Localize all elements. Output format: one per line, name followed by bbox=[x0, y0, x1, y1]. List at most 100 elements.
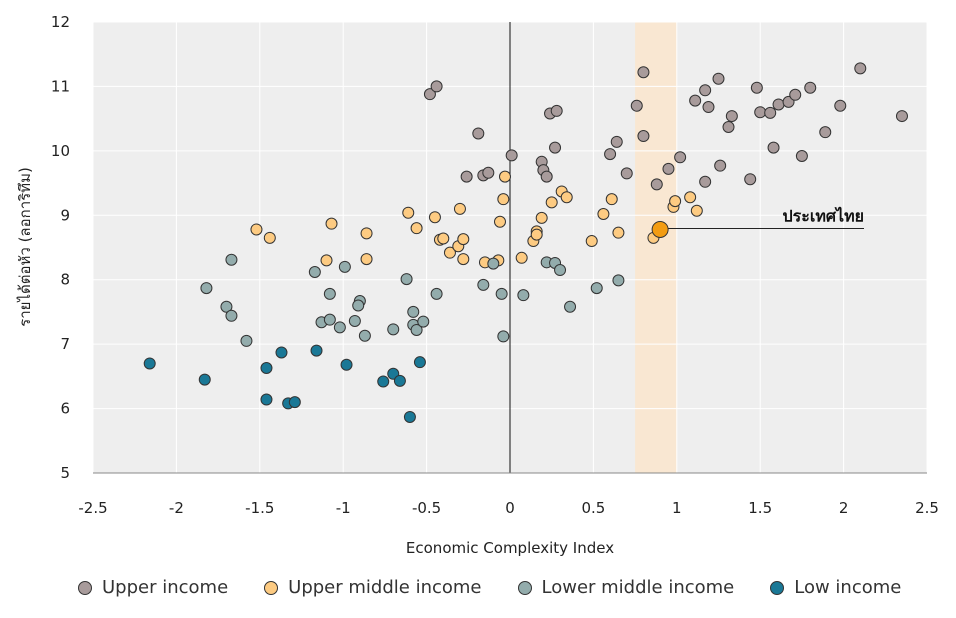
point-upper-income bbox=[764, 106, 777, 119]
point-upper-income bbox=[472, 127, 485, 140]
x-tick-labels: -2.5 -2 -1.5 -1 -0.5 0 0.5 1 1.5 2 2.5 bbox=[78, 499, 939, 517]
point-lower-middle-income bbox=[487, 257, 500, 270]
y-tick-label: 6 bbox=[60, 400, 70, 418]
legend-item-upper-income: Upper income bbox=[78, 577, 228, 598]
highlight-band bbox=[635, 22, 677, 473]
point-lower-middle-income bbox=[612, 274, 625, 287]
point-upper-income bbox=[699, 175, 712, 188]
point-lower-middle-income bbox=[240, 334, 253, 347]
point-low-income bbox=[275, 346, 288, 359]
point-lower-middle-income bbox=[348, 314, 361, 327]
point-upper-income bbox=[637, 66, 650, 79]
point-upper-income bbox=[662, 162, 675, 175]
point-upper-income bbox=[430, 80, 443, 93]
point-upper-middle-income bbox=[360, 253, 373, 266]
y-tick-label: 12 bbox=[51, 13, 70, 31]
data-points bbox=[143, 62, 908, 423]
point-upper-income bbox=[834, 99, 847, 112]
point-upper-income bbox=[854, 62, 867, 75]
y-tick-labels: 5 6 7 8 9 10 11 12 bbox=[51, 13, 70, 482]
point-upper-middle-income bbox=[320, 254, 333, 267]
point-upper-income bbox=[620, 167, 633, 180]
point-upper-income bbox=[804, 81, 817, 94]
point-low-income bbox=[143, 357, 156, 370]
y-tick-label: 9 bbox=[60, 206, 70, 224]
point-upper-income bbox=[549, 141, 562, 154]
point-upper-middle-income bbox=[360, 227, 373, 240]
point-upper-income bbox=[505, 149, 518, 162]
point-upper-middle-income bbox=[560, 191, 573, 204]
point-low-income bbox=[260, 361, 273, 374]
x-tick-label: 1.5 bbox=[748, 499, 772, 517]
point-lower-middle-income bbox=[323, 313, 336, 326]
point-upper-income bbox=[789, 88, 802, 101]
point-upper-income bbox=[674, 151, 687, 164]
y-tick-label: 8 bbox=[60, 271, 70, 289]
point-low-income bbox=[198, 373, 211, 386]
point-upper-income bbox=[767, 141, 780, 154]
point-upper-income bbox=[795, 150, 808, 163]
point-upper-middle-income bbox=[597, 207, 610, 220]
point-upper-middle-income bbox=[457, 233, 470, 246]
point-lower-middle-income bbox=[358, 329, 371, 342]
point-upper-middle-income bbox=[428, 211, 441, 224]
y-axis-title: รายได้ต่อหัว (ลอการิทึม) bbox=[16, 167, 34, 327]
point-upper-income bbox=[650, 178, 663, 191]
thailand-point bbox=[651, 220, 669, 238]
point-low-income bbox=[413, 356, 426, 369]
point-lower-middle-income bbox=[323, 287, 336, 300]
point-upper-middle-income bbox=[263, 231, 276, 244]
point-upper-income bbox=[550, 104, 563, 117]
point-upper-middle-income bbox=[612, 226, 625, 239]
point-low-income bbox=[288, 396, 301, 409]
point-upper-middle-income bbox=[498, 170, 511, 183]
point-upper-middle-income bbox=[669, 195, 682, 208]
point-upper-middle-income bbox=[535, 211, 548, 224]
point-lower-middle-income bbox=[590, 282, 603, 295]
point-upper-middle-income bbox=[690, 204, 703, 217]
legend-item-upper-middle-income: Upper middle income bbox=[264, 577, 482, 598]
point-upper-middle-income bbox=[457, 253, 470, 266]
point-upper-income bbox=[637, 130, 650, 143]
point-upper-middle-income bbox=[493, 215, 506, 228]
point-upper-income bbox=[604, 148, 617, 161]
point-low-income bbox=[393, 374, 406, 387]
point-upper-income bbox=[750, 81, 763, 94]
y-tick-label: 11 bbox=[51, 77, 70, 95]
point-lower-middle-income bbox=[387, 323, 400, 336]
x-tick-label: 2 bbox=[839, 499, 849, 517]
legend-item-low-income: Low income bbox=[770, 577, 901, 598]
legend-swatch-low-income bbox=[770, 580, 785, 595]
point-low-income bbox=[310, 344, 323, 357]
point-low-income bbox=[340, 358, 353, 371]
point-upper-middle-income bbox=[453, 202, 466, 215]
point-upper-income bbox=[630, 99, 643, 112]
y-tick-label: 5 bbox=[60, 464, 70, 482]
point-upper-middle-income bbox=[437, 232, 450, 245]
point-upper-income bbox=[744, 173, 757, 186]
point-upper-middle-income bbox=[410, 222, 423, 235]
point-lower-middle-income bbox=[308, 265, 321, 278]
legend-swatch-lower-middle-income bbox=[517, 580, 532, 595]
point-upper-income bbox=[722, 121, 735, 134]
point-upper-income bbox=[772, 98, 785, 111]
point-upper-income bbox=[714, 159, 727, 172]
point-upper-income bbox=[819, 126, 832, 139]
point-upper-middle-income bbox=[605, 193, 618, 206]
x-tick-label: -1.5 bbox=[245, 499, 274, 517]
point-upper-middle-income bbox=[515, 251, 528, 264]
legend-item-lower-middle-income: Lower middle income bbox=[517, 577, 735, 598]
legend-label-lower-middle-income: Lower middle income bbox=[541, 577, 735, 598]
point-lower-middle-income bbox=[430, 287, 443, 300]
y-tick-label: 7 bbox=[60, 335, 70, 353]
point-upper-middle-income bbox=[402, 206, 415, 219]
x-tick-label: 2.5 bbox=[915, 499, 939, 517]
point-upper-middle-income bbox=[684, 191, 697, 204]
x-tick-label: 1 bbox=[672, 499, 682, 517]
point-lower-middle-income bbox=[410, 323, 423, 336]
point-lower-middle-income bbox=[400, 273, 413, 286]
point-upper-middle-income bbox=[325, 217, 338, 230]
point-low-income bbox=[260, 393, 273, 406]
point-low-income bbox=[377, 375, 390, 388]
